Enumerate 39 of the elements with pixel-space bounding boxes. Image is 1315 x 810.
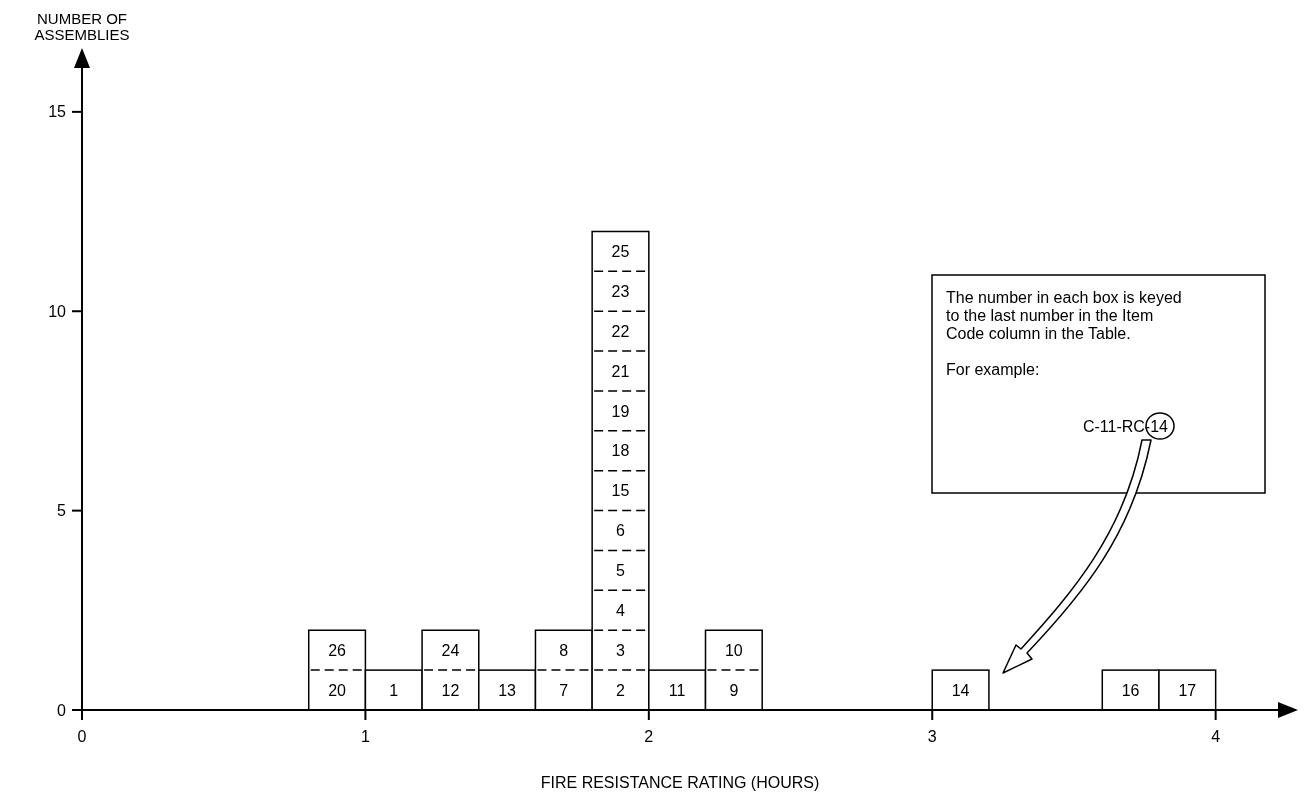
annotation: 18 xyxy=(611,442,630,460)
y-tick-label: 10 xyxy=(48,302,67,320)
annotation: 25 xyxy=(611,243,630,261)
annotation: 9 xyxy=(729,681,739,699)
annotation: 15 xyxy=(611,482,630,500)
annotation: 22 xyxy=(611,322,630,340)
annotation: 14 xyxy=(951,681,970,699)
annotation: 3 xyxy=(616,641,626,659)
annotation: 13 xyxy=(498,681,517,699)
y-tick-label: 15 xyxy=(48,103,67,121)
annotation: 8 xyxy=(559,641,569,659)
x-tick-label: 0 xyxy=(77,728,87,745)
x-tick-label: 3 xyxy=(927,728,937,745)
annotation: For example: xyxy=(946,361,1040,378)
y-axis-title: NUMBER OF ASSEMBLIES xyxy=(34,10,130,43)
annotation: 7 xyxy=(559,681,569,699)
annotation: 6 xyxy=(616,522,626,540)
annotation: 19 xyxy=(611,402,630,420)
x-tick-label: 1 xyxy=(360,728,370,745)
annotation: 24 xyxy=(441,641,460,659)
annotation: 20 xyxy=(328,681,347,699)
annotation: 16 xyxy=(1121,681,1140,699)
annotation: The number in each box is keyed to the last number in the Item Code column in the Table. xyxy=(946,289,1182,342)
x-tick-label: 2 xyxy=(644,728,654,745)
annotation: 1 xyxy=(389,681,399,699)
y-tick-label: 5 xyxy=(57,502,67,520)
annotation: 12 xyxy=(441,681,460,699)
x-tick-label: 4 xyxy=(1211,728,1221,745)
annotation: 23 xyxy=(611,282,630,300)
annotation: 10 xyxy=(724,641,743,659)
annotation: 11 xyxy=(668,681,686,699)
annotation: 5 xyxy=(616,562,626,580)
annotation: 21 xyxy=(611,362,630,380)
x-axis-title: FIRE RESISTANCE RATING (HOURS) xyxy=(540,774,820,791)
annotation: 26 xyxy=(328,641,347,659)
y-tick-label: 0 xyxy=(57,701,67,719)
annotation: 2 xyxy=(616,681,626,699)
annotation: 4 xyxy=(616,601,626,619)
annotation: 17 xyxy=(1178,681,1197,699)
